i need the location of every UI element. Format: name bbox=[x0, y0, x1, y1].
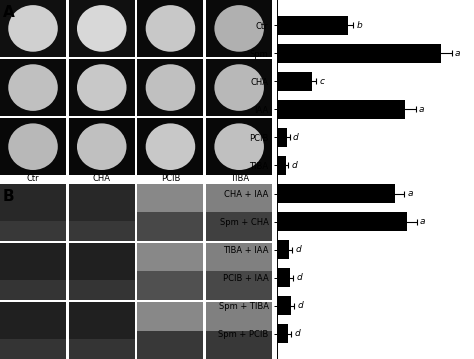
Ellipse shape bbox=[214, 64, 264, 111]
Bar bbox=[277, 185, 395, 202]
Bar bbox=[137, 302, 203, 331]
Text: d: d bbox=[293, 133, 299, 142]
Ellipse shape bbox=[8, 5, 58, 52]
Bar bbox=[277, 297, 291, 315]
Ellipse shape bbox=[214, 123, 264, 170]
Bar bbox=[277, 44, 441, 62]
Text: a: a bbox=[408, 189, 413, 198]
Text: d: d bbox=[296, 273, 302, 282]
Bar bbox=[277, 101, 405, 118]
Ellipse shape bbox=[77, 5, 127, 52]
Bar bbox=[0, 280, 66, 300]
Bar bbox=[277, 269, 290, 286]
Text: d: d bbox=[294, 329, 300, 338]
Bar bbox=[206, 184, 272, 212]
Ellipse shape bbox=[214, 5, 264, 52]
Bar bbox=[277, 16, 347, 34]
Text: d: d bbox=[297, 301, 303, 310]
Bar bbox=[206, 302, 272, 331]
Text: c: c bbox=[319, 77, 324, 86]
Text: a: a bbox=[420, 217, 425, 226]
Text: b: b bbox=[356, 21, 362, 30]
Bar bbox=[277, 241, 289, 258]
Ellipse shape bbox=[77, 123, 127, 170]
Bar bbox=[137, 243, 203, 271]
Bar bbox=[277, 213, 407, 230]
Title: PCIB: PCIB bbox=[161, 174, 180, 183]
Bar bbox=[0, 339, 66, 359]
Ellipse shape bbox=[146, 123, 195, 170]
Title: CHA: CHA bbox=[93, 174, 111, 183]
Bar bbox=[0, 221, 66, 241]
Text: B: B bbox=[3, 189, 14, 204]
Ellipse shape bbox=[8, 123, 58, 170]
Bar bbox=[277, 73, 312, 90]
Ellipse shape bbox=[146, 5, 195, 52]
Text: d: d bbox=[295, 245, 301, 254]
Title: Ctr: Ctr bbox=[27, 174, 39, 183]
Bar bbox=[277, 157, 286, 174]
Text: a: a bbox=[419, 105, 425, 114]
Bar bbox=[69, 221, 135, 241]
Bar bbox=[206, 243, 272, 271]
Ellipse shape bbox=[146, 64, 195, 111]
Bar bbox=[277, 129, 287, 146]
Bar bbox=[69, 339, 135, 359]
Bar bbox=[137, 184, 203, 212]
Text: d: d bbox=[292, 161, 297, 170]
Ellipse shape bbox=[8, 64, 58, 111]
Bar bbox=[277, 325, 288, 343]
Text: A: A bbox=[3, 5, 15, 20]
Title: TIBA: TIBA bbox=[229, 174, 249, 183]
Ellipse shape bbox=[77, 64, 127, 111]
Text: a: a bbox=[455, 49, 461, 58]
Bar bbox=[69, 280, 135, 300]
